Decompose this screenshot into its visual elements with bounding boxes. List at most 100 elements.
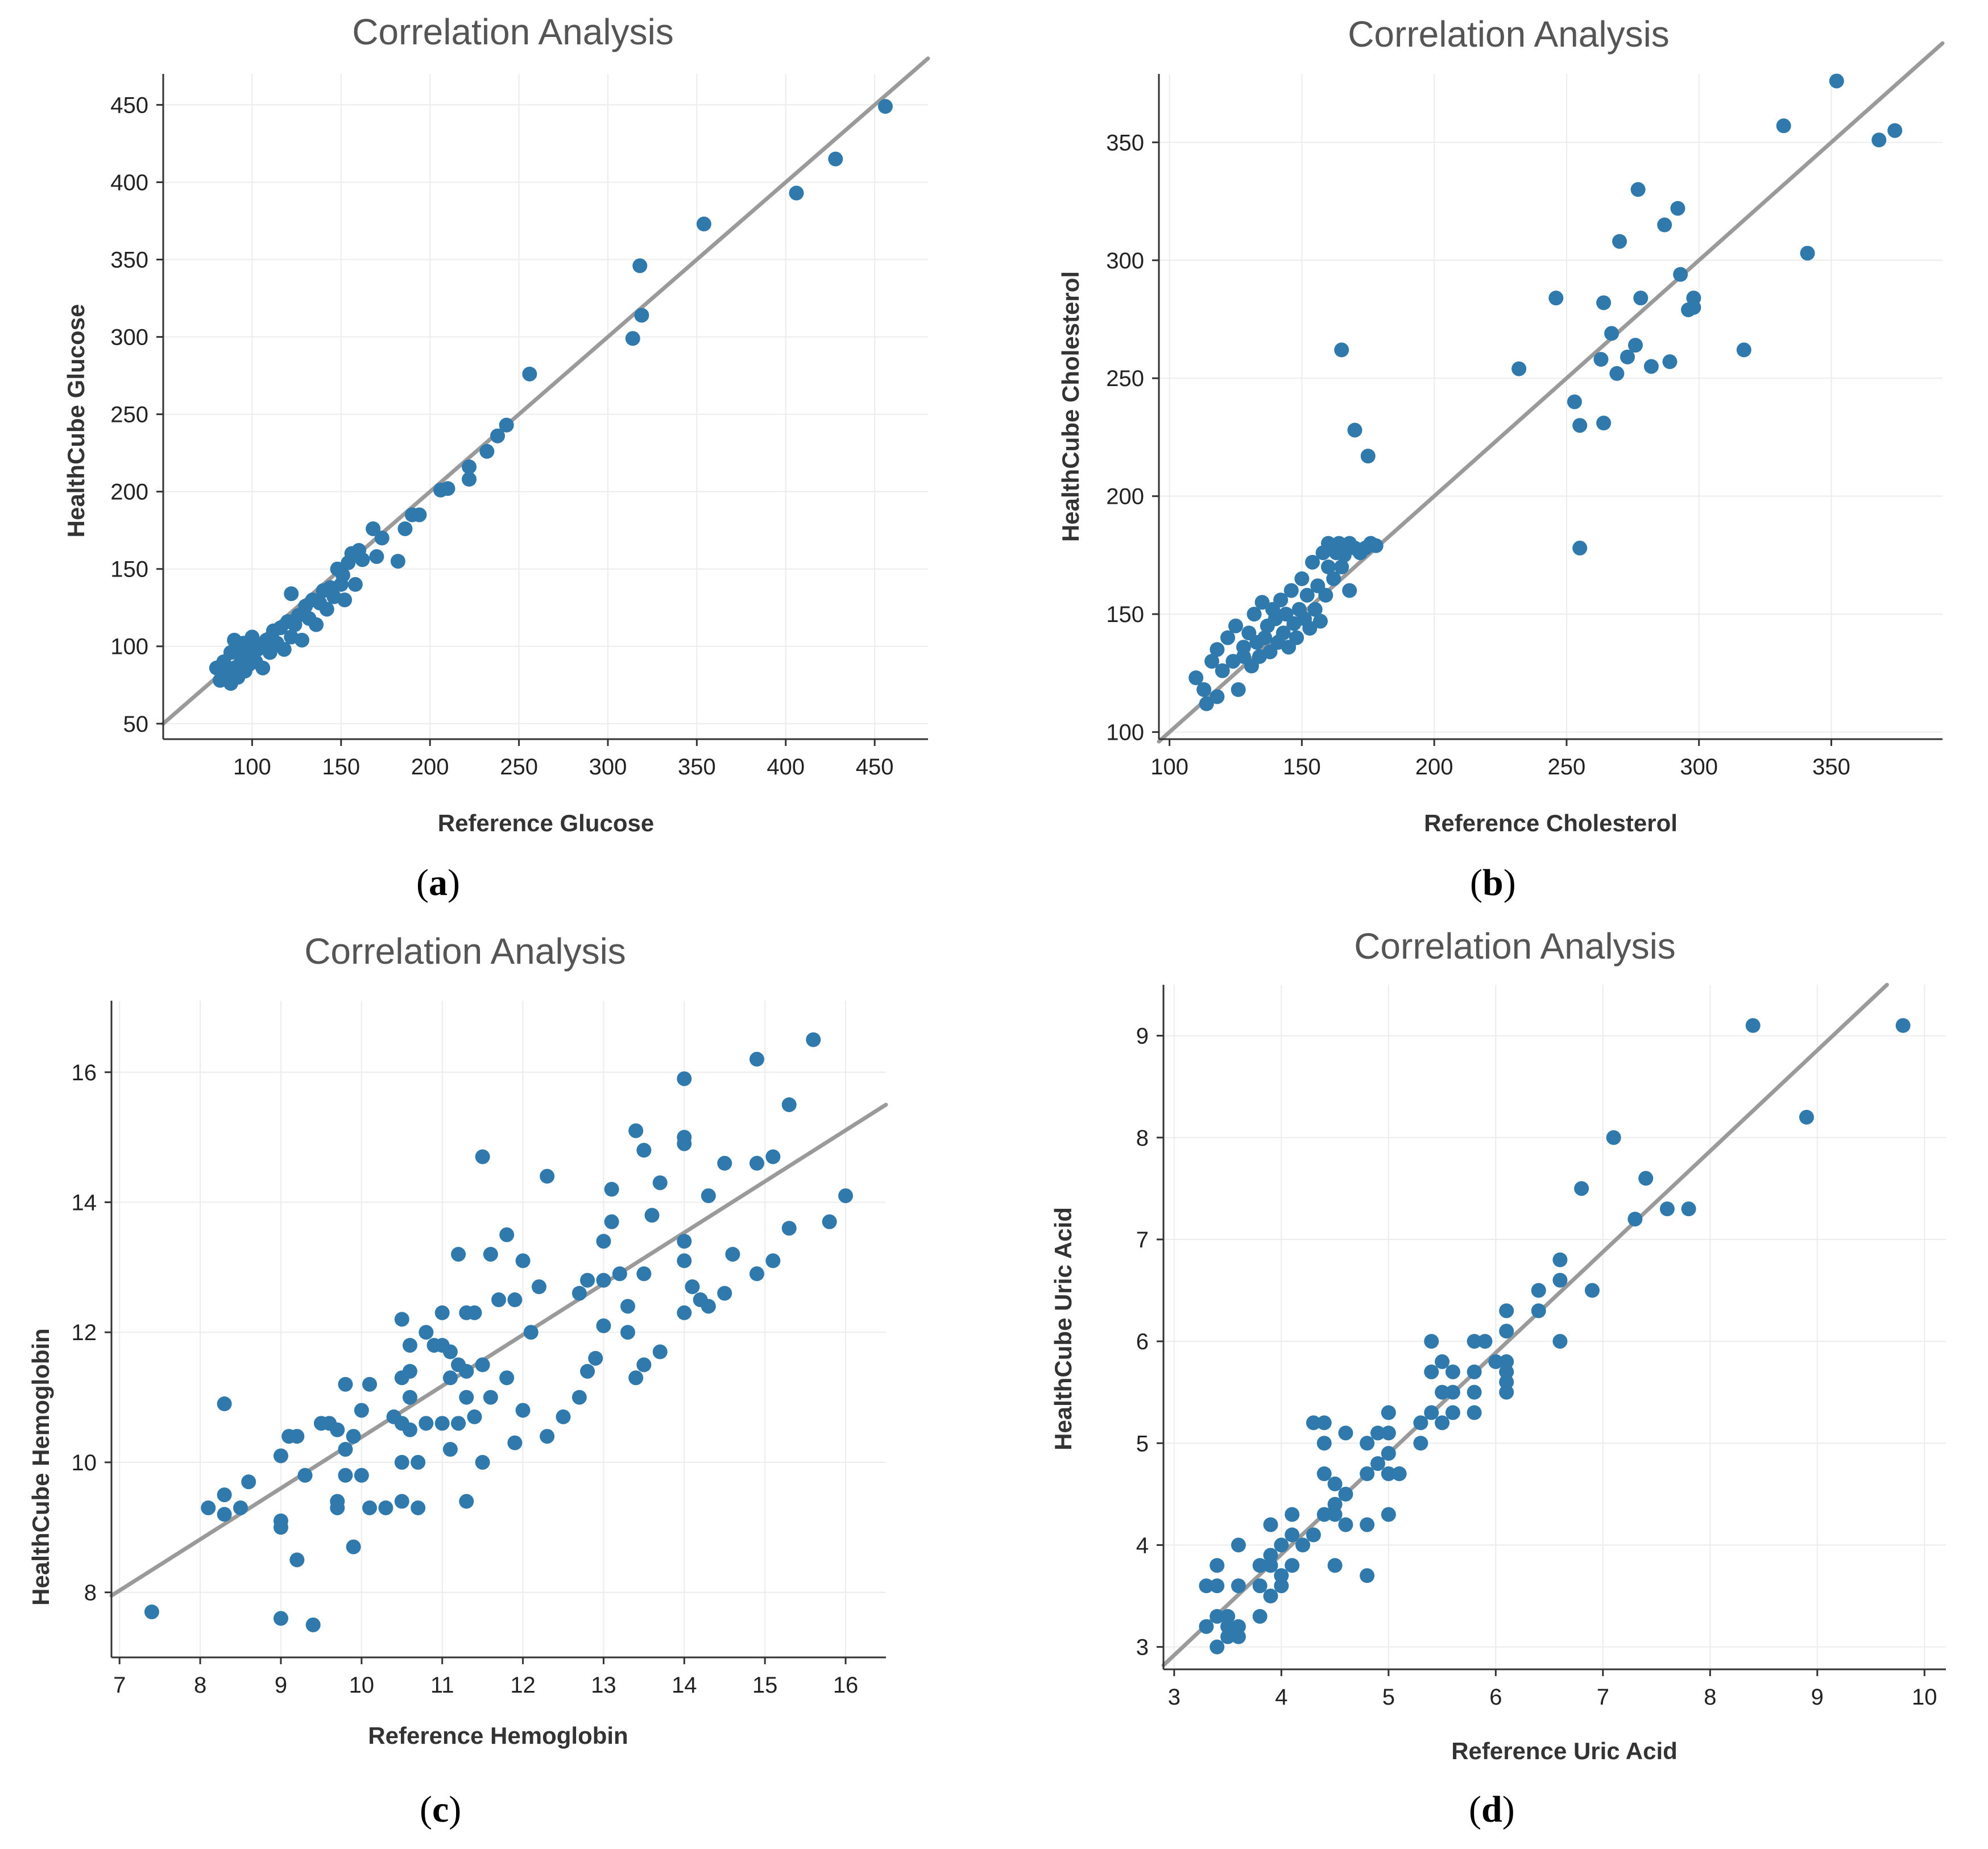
data-point [1574, 1181, 1589, 1196]
data-point [1643, 359, 1659, 374]
data-point [499, 1227, 515, 1242]
x-tick-label: 5 [1382, 1685, 1395, 1710]
y-tick-label: 100 [1106, 720, 1144, 745]
data-point [1220, 1619, 1236, 1634]
data-point [620, 1299, 635, 1314]
data-point [1316, 1436, 1332, 1451]
panel-caption-b: (b) [1470, 862, 1516, 903]
data-point [1263, 1589, 1278, 1603]
data-point [1199, 696, 1214, 711]
data-point [1210, 1639, 1225, 1655]
data-point [355, 552, 370, 567]
data-point [701, 1299, 716, 1314]
x-tick-label: 200 [411, 754, 449, 780]
data-point [1572, 540, 1588, 555]
data-point [1316, 1466, 1332, 1481]
data-point [1338, 1425, 1353, 1441]
x-axis-label: Reference Uric Acid [1451, 1738, 1678, 1764]
data-point [1283, 583, 1299, 598]
data-point [319, 602, 334, 617]
data-point [806, 1032, 821, 1047]
y-tick-label: 350 [1106, 130, 1144, 155]
data-point [467, 1305, 482, 1320]
data-point [625, 331, 640, 346]
data-point [1596, 295, 1612, 310]
data-point [273, 1611, 288, 1626]
x-tick-label: 10 [1912, 1685, 1937, 1710]
x-tick-label: 7 [1597, 1685, 1609, 1710]
data-point [1199, 1578, 1214, 1594]
chart-title: Correlation Analysis [304, 931, 626, 972]
data-point [828, 151, 843, 167]
data-point [1338, 1486, 1353, 1502]
x-tick-label: 8 [194, 1673, 206, 1698]
data-point [1871, 132, 1887, 148]
data-point [1381, 1425, 1396, 1441]
data-point [749, 1155, 764, 1171]
data-point [507, 1435, 523, 1450]
x-tick-label: 450 [856, 754, 894, 780]
data-point [144, 1604, 159, 1619]
data-point [233, 1500, 248, 1515]
data-point [451, 1416, 466, 1431]
data-point [1327, 1496, 1343, 1512]
data-point [1511, 361, 1527, 376]
x-tick-label: 300 [1680, 754, 1718, 780]
data-point [1499, 1324, 1514, 1339]
data-point [1231, 1619, 1246, 1634]
data-point [1220, 1608, 1236, 1624]
data-point [701, 1188, 716, 1204]
data-point [789, 185, 804, 201]
data-point [459, 1363, 474, 1379]
data-point [1295, 1537, 1311, 1553]
data-point [1220, 1629, 1236, 1644]
data-point [273, 1520, 288, 1535]
data-point [1552, 1252, 1568, 1267]
y-tick-label: 14 [72, 1191, 97, 1216]
data-point [1435, 1415, 1450, 1431]
data-point [1342, 583, 1357, 598]
y-tick-label: 10 [72, 1450, 97, 1475]
y-tick-label: 5 [1136, 1431, 1149, 1456]
x-tick-label: 300 [589, 754, 627, 780]
y-tick-label: 12 [72, 1320, 97, 1345]
data-point [1627, 1212, 1643, 1227]
data-point [1391, 1466, 1407, 1481]
data-point [652, 1344, 668, 1359]
data-point [1609, 366, 1625, 381]
y-tick-label: 3 [1136, 1635, 1149, 1660]
data-point [596, 1272, 611, 1288]
data-point [1662, 354, 1678, 370]
data-point [1435, 1354, 1450, 1369]
x-axis-label: Reference Hemoglobin [368, 1722, 628, 1749]
x-tick-label: 350 [1812, 754, 1850, 780]
data-point [1435, 1384, 1450, 1400]
data-point [1593, 352, 1609, 367]
data-point [1302, 621, 1318, 636]
panel-caption-d: (d) [1469, 1789, 1515, 1830]
data-point [459, 1494, 474, 1509]
y-tick-label: 250 [110, 403, 148, 428]
data-point [1572, 418, 1588, 433]
y-tick-label: 250 [1106, 366, 1144, 391]
data-point [1228, 618, 1244, 633]
x-tick-label: 9 [275, 1673, 287, 1698]
data-point [580, 1272, 595, 1288]
x-tick-label: 350 [678, 754, 716, 780]
data-point [636, 1266, 652, 1282]
data-point [596, 1318, 611, 1333]
data-point [1231, 1537, 1246, 1553]
data-point [604, 1181, 619, 1197]
y-tick-label: 150 [110, 557, 148, 582]
data-point [1285, 1507, 1300, 1522]
chart-panel-a: Correlation Analysis 100 150 200 250 300 350 4… [0, 0, 994, 887]
y-tick-label: 300 [1106, 248, 1144, 273]
data-point [255, 660, 271, 675]
data-point [877, 99, 893, 114]
data-point [1657, 217, 1672, 233]
data-point [1531, 1303, 1546, 1319]
data-point [419, 1416, 434, 1431]
panel-caption-c: (c) [420, 1789, 462, 1830]
data-point [245, 629, 260, 645]
data-point [1188, 670, 1204, 686]
